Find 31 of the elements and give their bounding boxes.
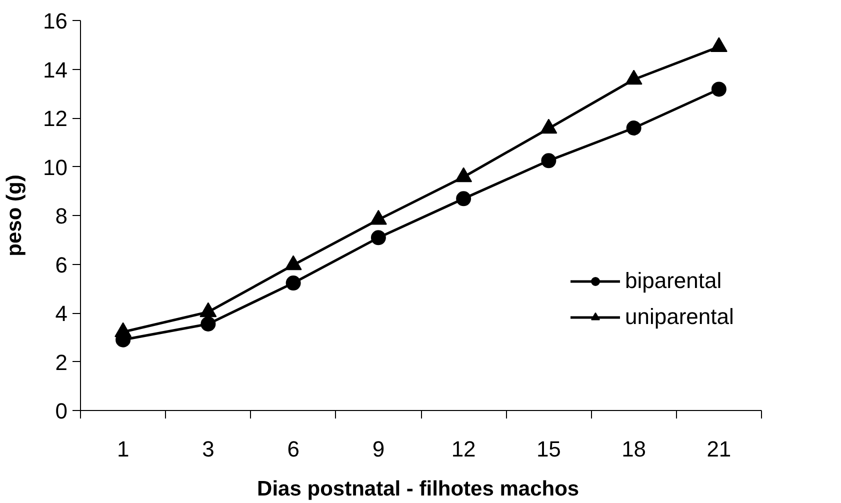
point [370,210,387,225]
y-tick-label: 2 [55,350,68,375]
point [455,167,472,182]
x-axis-title: Dias postnatal - filhotes machos [257,478,580,500]
y-tick-label: 14 [43,57,68,82]
y-tick-label: 4 [55,301,68,326]
x-tick-label: 18 [622,436,646,462]
point [200,316,216,332]
point [286,276,301,291]
y-tick-label: 0 [55,398,68,424]
x-tick-label: 9 [372,436,385,462]
point [284,255,302,270]
y-tick-label: 6 [55,252,68,278]
y-tick-label: 12 [43,106,68,131]
x-tick-label: 12 [451,436,476,462]
point [625,70,642,85]
y-axis-title: peso (g) [3,174,26,256]
point [710,37,728,52]
y-tick-label: 8 [55,204,68,228]
point [540,118,558,134]
x-tick-label: 21 [706,436,732,462]
point [456,191,472,206]
y-tick-label: 10 [43,154,68,180]
legend-label: biparental [625,268,722,294]
x-tick-label: 3 [202,436,214,462]
x-tick-label: 1 [116,436,130,462]
point [370,230,386,246]
x-tick-label: 6 [287,436,300,462]
legend-label: uniparental [625,304,734,330]
y-tick-label: 16 [43,8,68,34]
x-tick-label: 15 [536,436,561,462]
